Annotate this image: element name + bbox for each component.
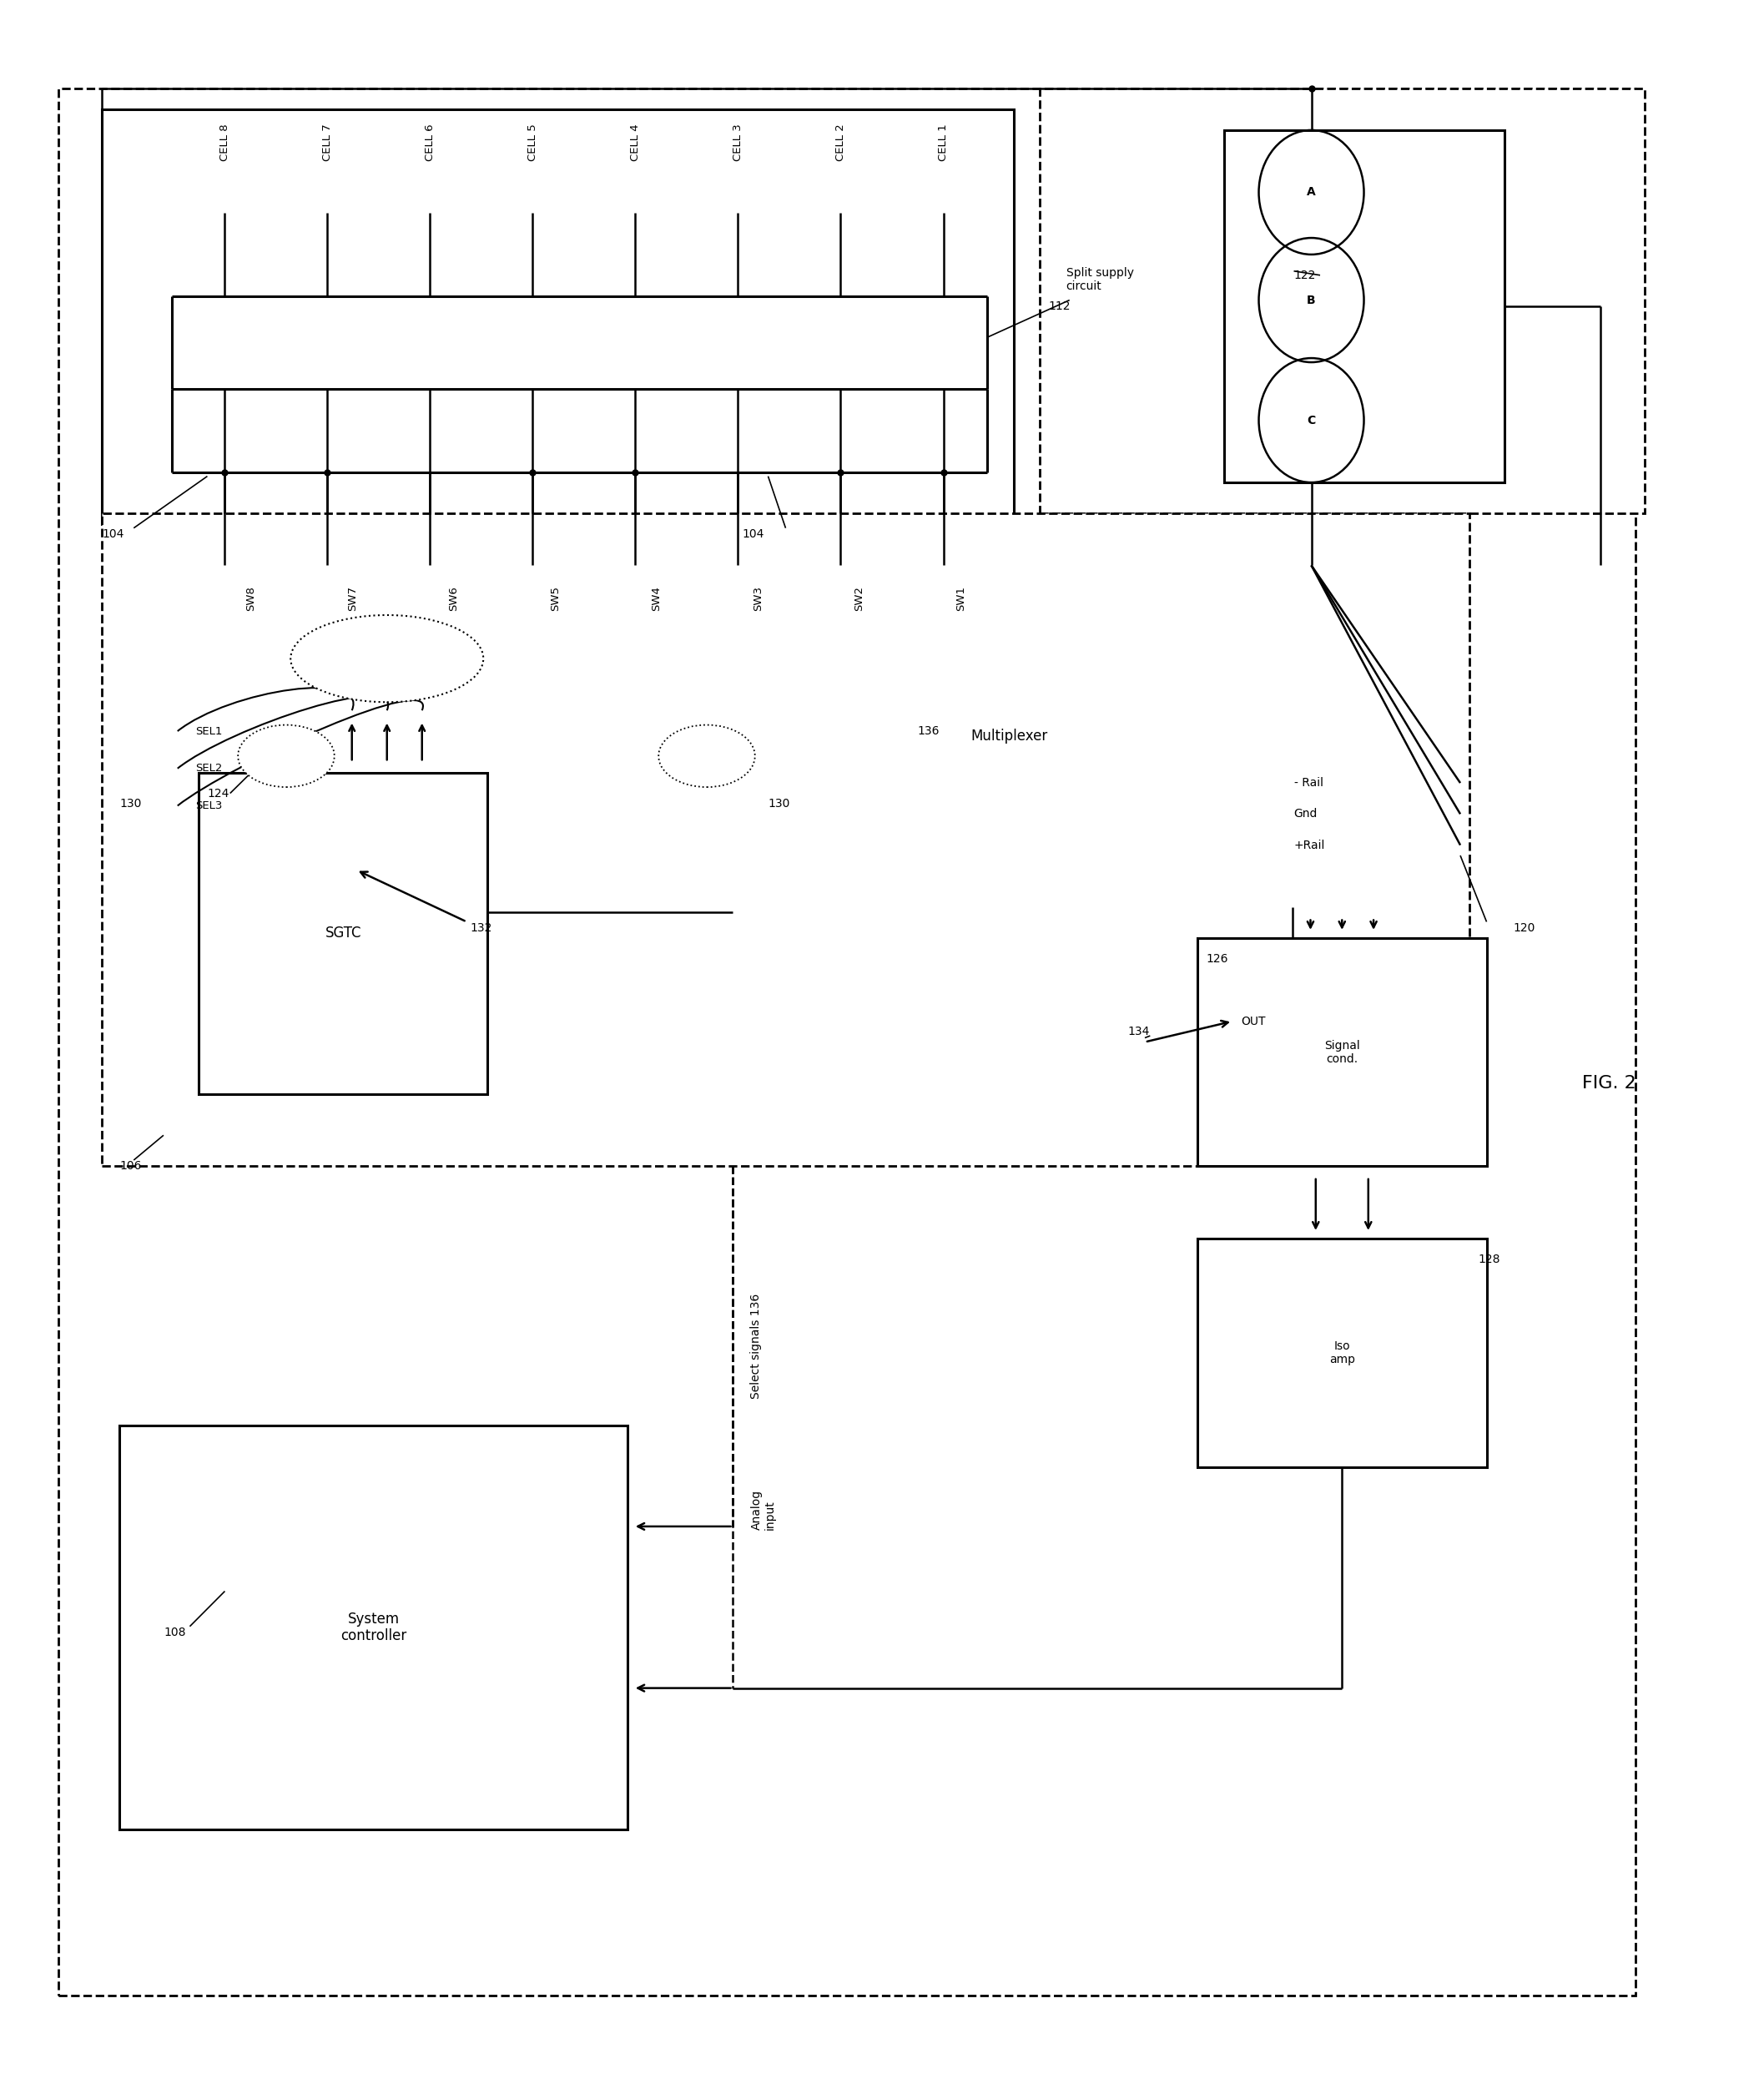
Ellipse shape (291, 615, 483, 702)
Text: CELL 6: CELL 6 (425, 123, 436, 160)
Ellipse shape (238, 725, 335, 788)
Text: CELL 5: CELL 5 (527, 123, 538, 160)
Bar (1198, 938, 1487, 1167)
Bar (102, 513, 1469, 1167)
Bar (736, 569, 780, 663)
Text: 130: 130 (120, 798, 141, 809)
Text: 106: 106 (120, 1161, 141, 1171)
Bar (1198, 1238, 1487, 1467)
Bar (1224, 129, 1505, 483)
Bar (432, 569, 476, 663)
Text: 104: 104 (102, 529, 123, 540)
Text: SW5: SW5 (550, 586, 561, 611)
Text: SW6: SW6 (448, 586, 459, 611)
Bar (229, 569, 273, 663)
Text: SEL2: SEL2 (196, 763, 222, 773)
Bar (120, 1425, 628, 1830)
Text: SGTC: SGTC (325, 925, 362, 940)
Text: 136: 136 (917, 725, 938, 738)
Bar (635, 569, 679, 663)
Text: CELL 8: CELL 8 (219, 123, 231, 160)
Text: OUT: OUT (1242, 1015, 1267, 1027)
Bar (102, 110, 1014, 523)
Text: 122: 122 (1293, 269, 1316, 281)
Bar (199, 773, 487, 1094)
Text: Split supply
circuit: Split supply circuit (1065, 267, 1134, 292)
Text: CELL 1: CELL 1 (938, 123, 949, 160)
Ellipse shape (658, 725, 755, 788)
Text: SEL3: SEL3 (196, 800, 222, 811)
Text: A: A (1307, 185, 1316, 198)
Bar (838, 569, 882, 663)
Text: 120: 120 (1514, 923, 1535, 934)
Text: Gnd: Gnd (1293, 809, 1318, 819)
Text: 124: 124 (208, 788, 229, 798)
Text: Multiplexer: Multiplexer (970, 729, 1048, 744)
Text: CELL 2: CELL 2 (836, 123, 847, 160)
Text: SW7: SW7 (348, 586, 358, 611)
Text: Analog
input: Analog input (750, 1490, 776, 1530)
Bar (173, 565, 1461, 907)
Text: SEL1: SEL1 (196, 725, 222, 736)
Text: SW3: SW3 (753, 586, 764, 611)
Text: Signal
cond.: Signal cond. (1325, 1040, 1360, 1065)
Text: FIG. 2: FIG. 2 (1582, 1075, 1637, 1092)
Text: 134: 134 (1127, 1025, 1150, 1038)
Text: SW4: SW4 (651, 586, 662, 611)
Bar (1039, 90, 1644, 513)
Bar (330, 569, 374, 663)
Text: 108: 108 (164, 1628, 185, 1638)
Text: 128: 128 (1478, 1255, 1499, 1265)
Text: 126: 126 (1207, 952, 1228, 965)
Text: Iso
amp: Iso amp (1328, 1340, 1355, 1365)
Text: CELL 4: CELL 4 (630, 123, 640, 160)
Text: Select signals 136: Select signals 136 (750, 1294, 762, 1398)
Text: 130: 130 (767, 798, 790, 809)
Text: 112: 112 (1048, 300, 1071, 313)
Text: +Rail: +Rail (1293, 840, 1325, 850)
Text: 104: 104 (743, 529, 764, 540)
Text: SW1: SW1 (956, 586, 967, 611)
Text: CELL 7: CELL 7 (323, 123, 333, 160)
Text: C: C (1307, 415, 1316, 425)
Text: CELL 3: CELL 3 (732, 123, 743, 160)
Text: System
controller: System controller (340, 1611, 407, 1644)
Text: SW8: SW8 (245, 586, 256, 611)
Text: SW2: SW2 (854, 586, 864, 611)
Bar (938, 569, 983, 663)
Text: 132: 132 (471, 923, 492, 934)
Text: - Rail: - Rail (1293, 777, 1323, 788)
Bar (533, 569, 577, 663)
Text: B: B (1307, 294, 1316, 306)
